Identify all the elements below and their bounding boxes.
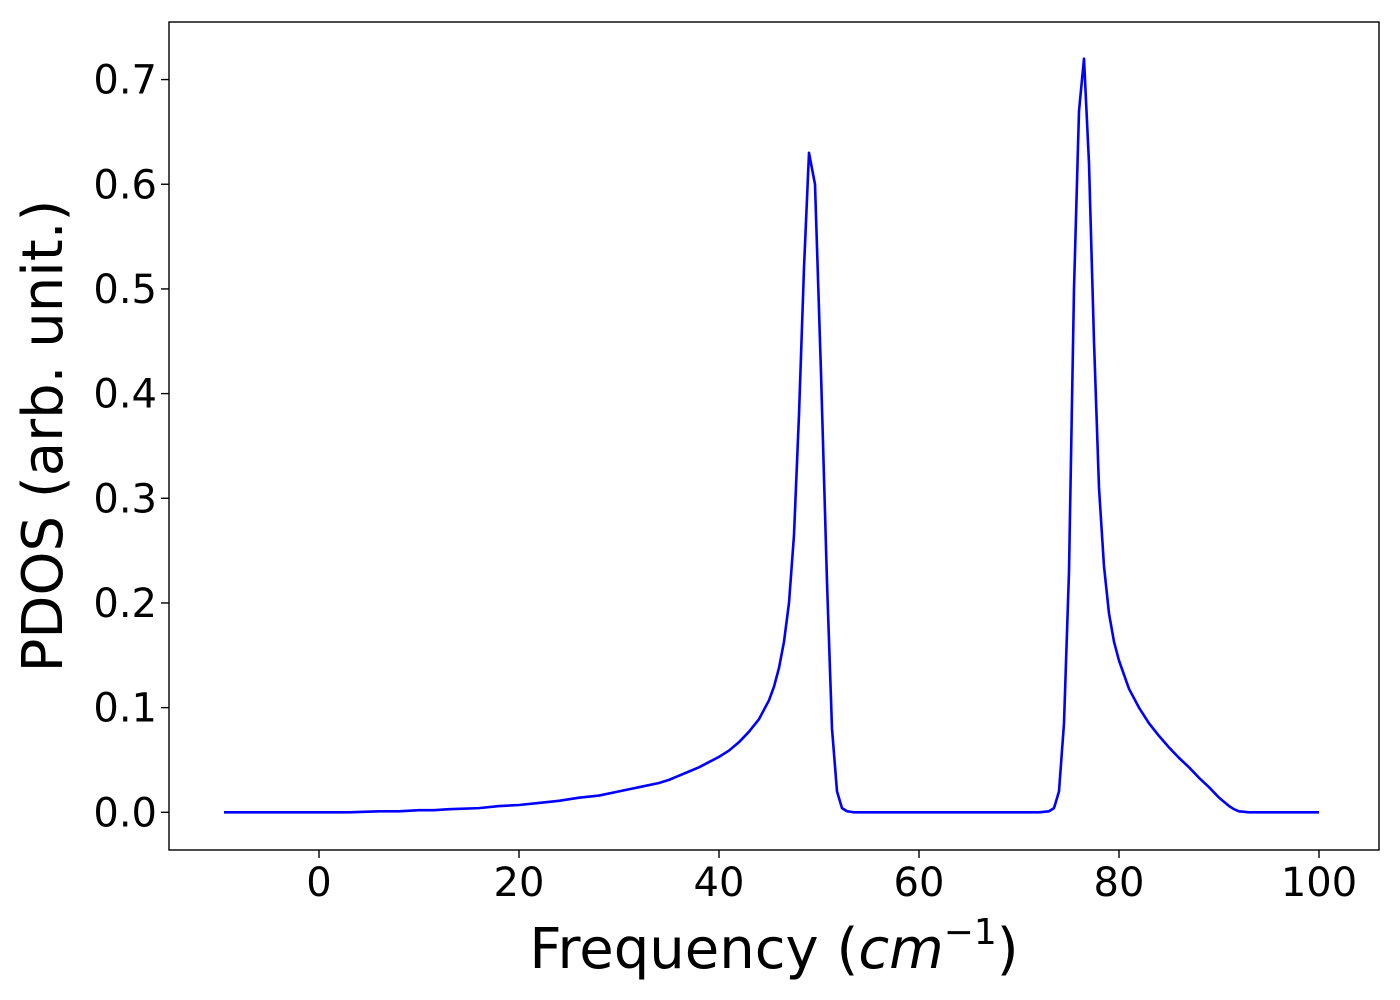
x-axis-label: Frequency (cm−1) <box>529 912 1018 982</box>
x-tick-label: 20 <box>494 860 545 906</box>
x-axis-label-unit: cm <box>858 917 943 982</box>
x-tick-label: 100 <box>1281 860 1357 906</box>
y-tick-label: 0.2 <box>93 581 157 627</box>
y-tick-label: 0.4 <box>93 372 157 418</box>
y-tick-label: 0.1 <box>93 686 157 732</box>
x-axis-ticks: 0 20 40 60 80 100 <box>306 850 1357 906</box>
y-tick-label: 0.7 <box>93 58 157 104</box>
y-axis-ticks: 0.0 0.1 0.2 0.3 0.4 0.5 0.6 0.7 <box>93 58 169 836</box>
x-tick-label: 0 <box>306 860 331 906</box>
plot-area <box>169 22 1379 850</box>
x-tick-label: 80 <box>1094 860 1145 906</box>
x-tick-label: 40 <box>694 860 745 906</box>
series-layer <box>224 57 1319 814</box>
y-tick-label: 0.3 <box>93 476 157 522</box>
y-tick-label: 0.0 <box>93 790 157 836</box>
x-tick-label: 60 <box>894 860 945 906</box>
y-tick-label: 0.5 <box>93 267 157 313</box>
x-axis-label-exponent: −1 <box>944 912 997 953</box>
axes-frame <box>168 21 1380 851</box>
series-line-0 <box>224 57 1319 814</box>
x-axis-label-close: ) <box>997 917 1019 982</box>
y-axis-label: PDOS (arb. unit.) <box>11 200 76 673</box>
y-tick-label: 0.6 <box>93 162 157 208</box>
x-axis-label-text: Frequency ( <box>529 917 858 982</box>
